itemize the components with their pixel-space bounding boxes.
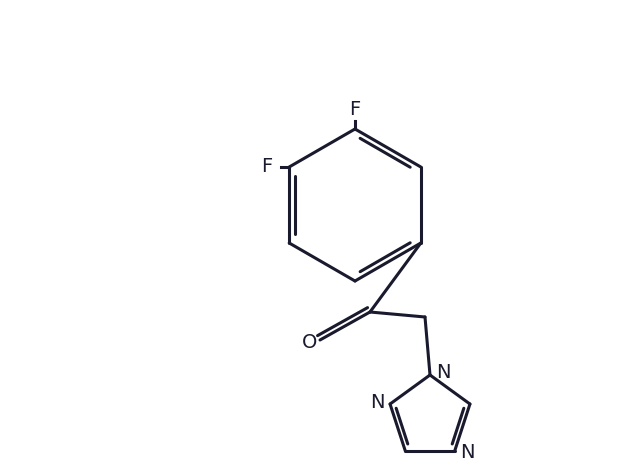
Text: N: N <box>460 444 475 462</box>
Text: O: O <box>302 332 317 352</box>
Text: N: N <box>370 392 384 412</box>
Text: N: N <box>436 363 451 383</box>
Text: F: F <box>349 100 360 118</box>
Text: F: F <box>262 157 273 177</box>
